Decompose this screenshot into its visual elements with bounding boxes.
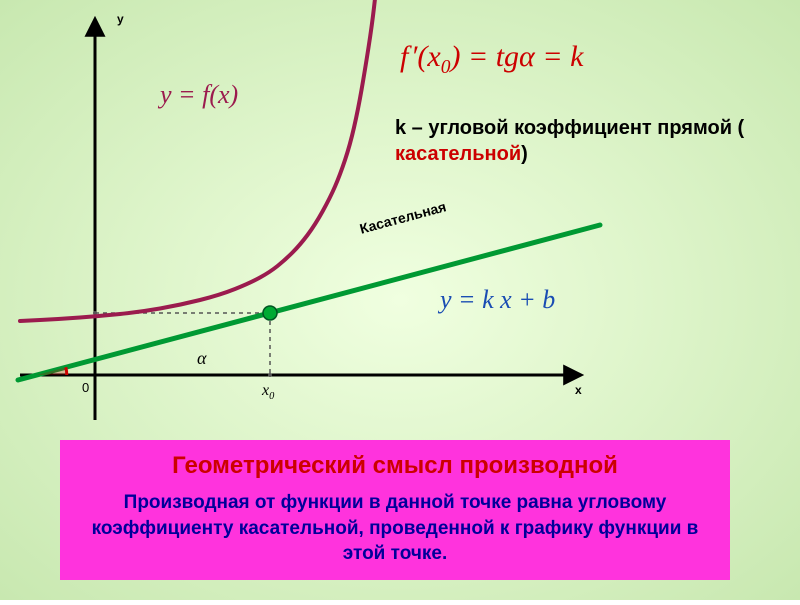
tangent-equation: y = k x + b (440, 285, 555, 315)
k-desc-suffix: ) (521, 143, 528, 165)
angle-symbol: α (197, 348, 206, 369)
info-box: Геометрический смысл производной Произво… (60, 440, 730, 580)
origin-label-text: 0 (82, 380, 89, 395)
y-axis-label: y (117, 12, 124, 26)
x0-label: x0 (262, 382, 274, 402)
k-description: k – угловой коэффициент прямой ( касател… (395, 115, 745, 167)
x-axis-label-text: x (575, 383, 582, 397)
info-box-title: Геометрический смысл производной (80, 452, 710, 480)
tangent-equation-text: y = k x + b (440, 285, 555, 314)
curve-equation-label: y = f(x) (160, 80, 238, 110)
origin-label: 0 (82, 380, 89, 395)
curve-equation-text: y = f(x) (160, 80, 238, 109)
derivative-formula: f ′(x0) = tgα = k (400, 40, 583, 79)
k-desc-highlight: касательной (395, 143, 521, 165)
info-box-body: Производная от функции в данной точке ра… (80, 490, 710, 567)
derivative-formula-text: f ′(x0) = tgα = k (400, 40, 583, 73)
x-axis-label: x (575, 383, 582, 397)
y-axis-label-text: y (117, 12, 124, 26)
angle-alpha: α (197, 348, 206, 368)
x0-label-text: x0 (262, 382, 274, 399)
diagram-canvas: y = f(x) f ′(x0) = tgα = k k – угловой к… (0, 0, 800, 600)
k-desc-prefix1: k – угловой коэффициент прямой ( (395, 117, 744, 139)
